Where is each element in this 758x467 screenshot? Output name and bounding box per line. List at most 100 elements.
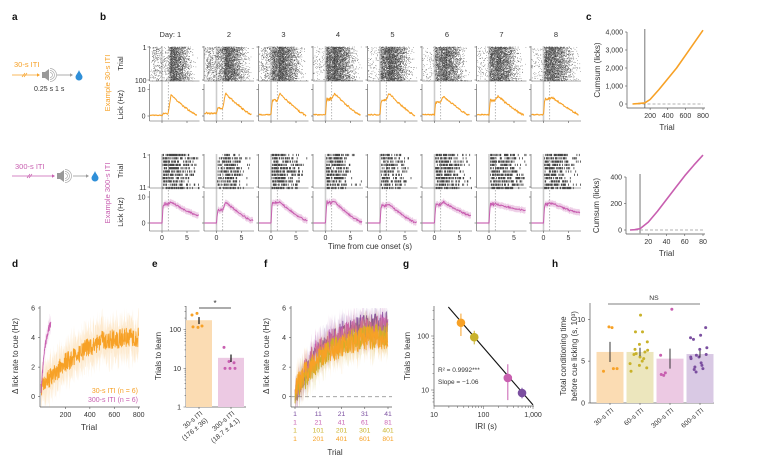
raster-tick: [209, 69, 210, 70]
raster-tick: [182, 75, 183, 76]
raster-tick: [155, 78, 156, 79]
raster-tick: [150, 47, 151, 48]
raster-tick: [244, 54, 245, 55]
raster-tick: [227, 74, 228, 75]
raster-tick: [212, 60, 213, 61]
raster-tick: [169, 63, 170, 64]
raster-tick: [275, 53, 276, 54]
raster-tick: [229, 80, 230, 81]
raster-tick: [249, 58, 250, 59]
raster-tick: [212, 50, 213, 51]
raster-tick: [161, 74, 162, 75]
raster-tick: [187, 52, 188, 53]
raster-tick: [245, 74, 246, 75]
raster-tick: [218, 57, 219, 58]
raster-tick: [236, 76, 237, 77]
raster-tick: [178, 70, 179, 71]
raster-tick: [214, 64, 215, 65]
raster-tick: [177, 73, 178, 74]
raster-tick: [282, 56, 283, 57]
raster-tick: [189, 56, 190, 57]
raster-tick: [233, 65, 234, 66]
raster-tick: [218, 78, 219, 79]
raster-tick: [288, 52, 289, 53]
raster-tick: [181, 60, 182, 61]
raster-tick: [182, 50, 183, 51]
raster-tick: [170, 69, 171, 70]
raster-tick: [226, 64, 227, 65]
raster-tick: [223, 77, 224, 78]
raster-tick: [230, 52, 231, 53]
raster-tick: [226, 49, 227, 50]
raster-tick: [227, 73, 228, 74]
raster-tick: [191, 52, 192, 53]
raster-tick: [238, 69, 239, 70]
raster-tick: [172, 54, 173, 55]
raster-tick: [172, 78, 173, 79]
raster-tick: [220, 61, 221, 62]
raster-tick: [225, 62, 226, 63]
raster-tick: [226, 74, 227, 75]
raster-tick: [170, 71, 171, 72]
raster-tick: [191, 75, 192, 76]
raster-tick: [160, 73, 161, 74]
raster-tick: [226, 73, 227, 74]
raster-tick: [228, 63, 229, 64]
raster-tick: [213, 80, 214, 81]
raster-tick: [184, 60, 185, 61]
raster-tick: [234, 76, 235, 77]
raster-tick: [241, 80, 242, 81]
raster-tick: [154, 50, 155, 51]
raster-tick: [233, 48, 234, 49]
raster-tick: [170, 51, 171, 52]
raster-tick: [160, 70, 161, 71]
raster-tick: [210, 80, 211, 81]
raster-tick: [172, 70, 173, 71]
raster-tick: [221, 69, 222, 70]
raster-tick: [179, 78, 180, 79]
raster-tick: [279, 53, 280, 54]
raster-tick: [161, 55, 162, 56]
raster-tick: [294, 50, 295, 51]
raster-tick: [235, 72, 236, 73]
raster-tick: [175, 73, 176, 74]
raster-tick: [211, 55, 212, 56]
raster-tick: [176, 79, 177, 80]
raster-tick: [209, 53, 210, 54]
raster-tick: [178, 51, 179, 52]
raster-tick: [160, 52, 161, 53]
raster-tick: [214, 75, 215, 76]
raster-tick: [237, 57, 238, 58]
raster-tick: [294, 55, 295, 56]
raster-tick: [228, 54, 229, 55]
raster-tick: [218, 63, 219, 64]
raster-tick: [218, 80, 219, 81]
raster-tick: [190, 73, 191, 74]
raster-tick: [172, 53, 173, 54]
raster-tick: [265, 48, 266, 49]
raster-tick: [165, 75, 166, 76]
raster-tick: [185, 78, 186, 79]
raster-tick: [218, 48, 219, 49]
raster-tick: [177, 51, 178, 52]
raster-tick: [236, 50, 237, 51]
raster-tick: [232, 56, 233, 57]
raster-tick: [172, 56, 173, 57]
raster-tick: [171, 78, 172, 79]
raster-tick: [187, 73, 188, 74]
raster-tick: [174, 65, 175, 66]
raster-tick: [157, 57, 158, 58]
raster-tick: [209, 69, 210, 70]
raster-tick: [220, 59, 221, 60]
raster-tick: [242, 47, 243, 48]
raster-tick: [272, 47, 273, 48]
raster-tick: [207, 77, 208, 78]
raster-tick: [208, 70, 209, 71]
raster-tick: [215, 55, 216, 56]
speaker-icon: [42, 72, 45, 78]
raster-tick: [179, 67, 180, 68]
raster-tick: [269, 55, 270, 56]
raster-tick: [178, 80, 179, 81]
raster-tick: [227, 47, 228, 48]
raster-tick: [236, 62, 237, 63]
